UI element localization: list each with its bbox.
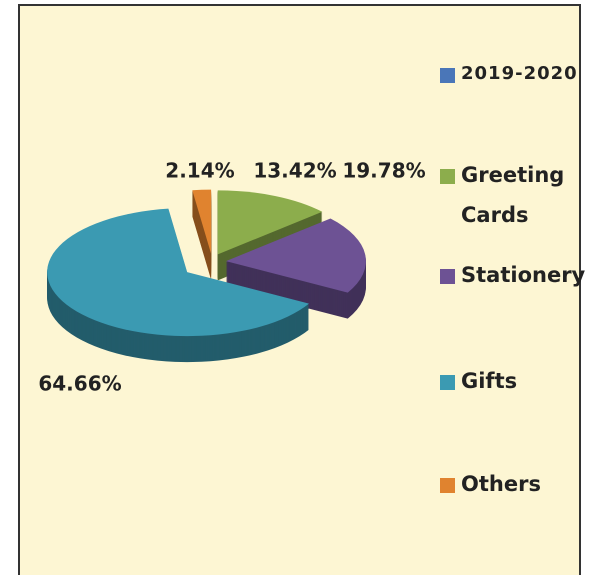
legend-item: Others <box>440 472 590 504</box>
data-label: 64.66% <box>38 372 121 396</box>
legend-swatch <box>440 68 455 83</box>
pie-slice <box>225 218 366 293</box>
data-label: 2.14% <box>165 159 234 183</box>
legend-item: Gifts <box>440 369 590 401</box>
legend-label: Stationery <box>461 263 586 287</box>
legend-item: Stationery <box>440 263 590 295</box>
pie-slice <box>217 190 323 255</box>
legend-label: 2019-2020 <box>461 63 578 84</box>
legend-swatch <box>440 269 455 284</box>
legend-label: Others <box>461 472 541 496</box>
legend-item: Greeting Cards <box>440 163 590 235</box>
legend-label: Gifts <box>461 369 518 393</box>
legend-label: Greeting Cards <box>461 163 565 227</box>
legend-swatch <box>440 169 455 184</box>
pie-slice <box>192 189 212 254</box>
data-label: 19.78% <box>342 159 425 183</box>
data-label: 13.42% <box>253 159 336 183</box>
legend-swatch <box>440 375 455 390</box>
legend-swatch <box>440 478 455 493</box>
legend-item: 2019-2020 <box>440 63 590 94</box>
pie-slice <box>47 208 309 337</box>
